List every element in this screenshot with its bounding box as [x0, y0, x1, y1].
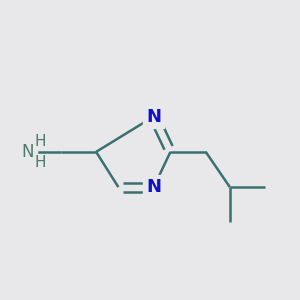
Bar — [9, 135, 37, 169]
Text: N: N — [21, 143, 34, 161]
Bar — [143, 175, 164, 199]
Text: N: N — [146, 108, 161, 126]
Bar — [143, 105, 164, 128]
Text: H: H — [35, 134, 46, 149]
Text: N: N — [146, 178, 161, 196]
Text: H: H — [35, 155, 46, 170]
